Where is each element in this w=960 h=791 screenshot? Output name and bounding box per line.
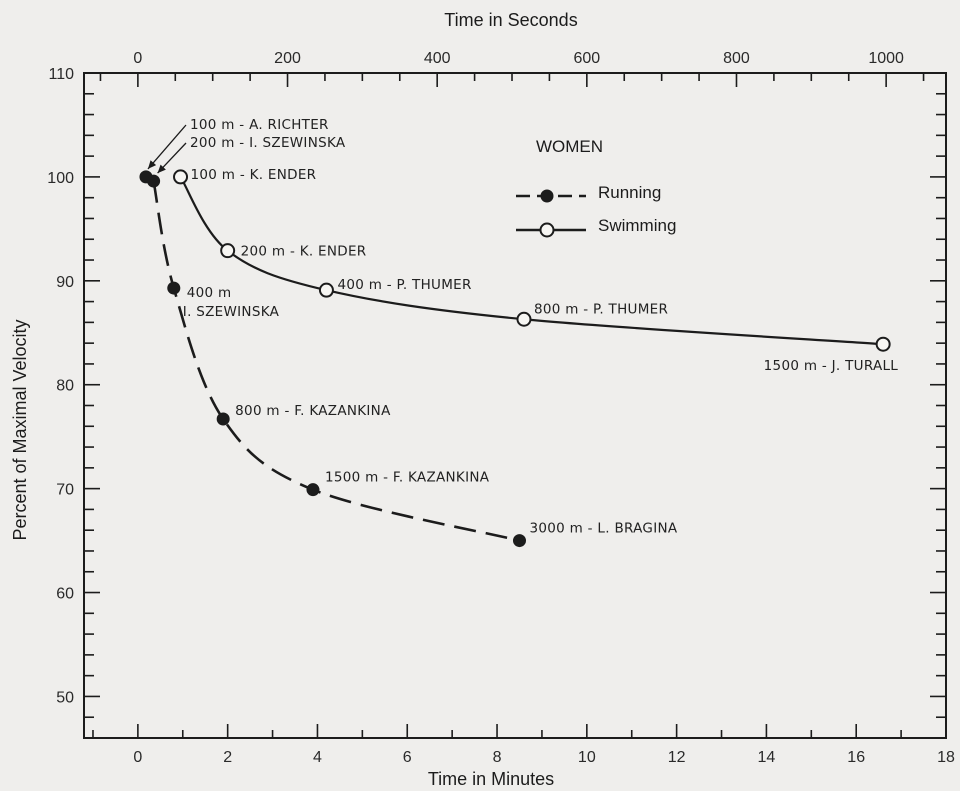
y-tick-label: 60 (56, 586, 74, 603)
swimming-point (516, 311, 532, 327)
y-tick-label: 100 (47, 170, 74, 187)
point-label: 400 m (187, 285, 232, 301)
point-label: 3000 m - L. BRAGINA (529, 521, 677, 537)
x2-tick-label: 0 (133, 50, 142, 67)
legend-title: WOMEN (536, 137, 603, 156)
legend-running-label: Running (598, 183, 661, 202)
x-tick-label: 18 (937, 749, 955, 766)
swimming-point (318, 282, 334, 298)
x2-axis-title: Time in Seconds (444, 10, 577, 30)
swimming-point (875, 336, 891, 352)
x-tick-label: 10 (578, 749, 596, 766)
x2-tick-label: 1000 (868, 50, 904, 67)
x2-tick-label: 400 (424, 50, 451, 67)
x-tick-label: 8 (493, 749, 502, 766)
running-line (152, 180, 520, 542)
x-tick-label: 4 (313, 749, 322, 766)
x2-tick-label: 200 (274, 50, 301, 67)
legend: WOMEN Running Swimming (516, 137, 676, 238)
legend-swimming-marker (539, 222, 555, 238)
leader-100m-head (147, 160, 157, 169)
x-tick-label: 2 (223, 749, 232, 766)
point-label: 400 m - P. THUMER (337, 277, 471, 293)
point-labels: 100 m - A. RICHTER 200 m - I. SZEWINSKA 40… (183, 117, 899, 537)
x-tick-label: 16 (847, 749, 865, 766)
running-point (512, 534, 526, 548)
point-label: 200 m - K. ENDER (241, 244, 367, 260)
x-axis-title: Time in Minutes (428, 769, 554, 789)
point-label: 100 m - A. RICHTER (190, 117, 329, 133)
label-leaders (147, 124, 187, 174)
y-tick-label: 80 (56, 378, 74, 395)
point-label: 1500 m - J. TURALL (764, 358, 899, 374)
running-point (306, 483, 320, 497)
swimming-line (179, 176, 884, 346)
y-tick-label: 110 (48, 66, 74, 83)
x-tick-label: 14 (758, 749, 776, 766)
y-tick-label: 90 (56, 274, 74, 291)
y-axis-title: Percent of Maximal Velocity (10, 319, 30, 540)
legend-running-marker (540, 189, 554, 203)
point-label: I. SZEWINSKA (183, 304, 280, 320)
point-label: 100 m - K. ENDER (191, 167, 317, 183)
point-label: 1500 m - F. KAZANKINA (325, 470, 490, 486)
point-label: 800 m - F. KAZANKINA (235, 403, 391, 419)
swimming-point (220, 243, 236, 259)
running-point (167, 281, 181, 295)
x-tick-label: 6 (403, 749, 412, 766)
y-tick-label: 50 (56, 689, 74, 706)
running-point (216, 412, 230, 426)
x-tick-label: 0 (133, 749, 142, 766)
y-tick-label: 70 (56, 482, 74, 499)
leader-200m-head (157, 164, 166, 174)
x-tick-label: 12 (668, 749, 686, 766)
legend-swimming-label: Swimming (598, 216, 676, 235)
tick-labels: 0 2 4 6 8 10 12 14 16 18 0 200 400 600 800 1000 50 60 70 80… (47, 50, 955, 766)
running-point (147, 174, 161, 188)
series-markers (139, 169, 891, 548)
point-label: 800 m - P. THUMER (534, 301, 668, 317)
x2-tick-label: 800 (723, 50, 750, 67)
x2-tick-label: 600 (573, 50, 600, 67)
leader-100m (147, 124, 187, 170)
swimming-point (173, 169, 189, 185)
axis-ticks (84, 72, 947, 738)
point-label: 200 m - I. SZEWINSKA (190, 135, 346, 151)
